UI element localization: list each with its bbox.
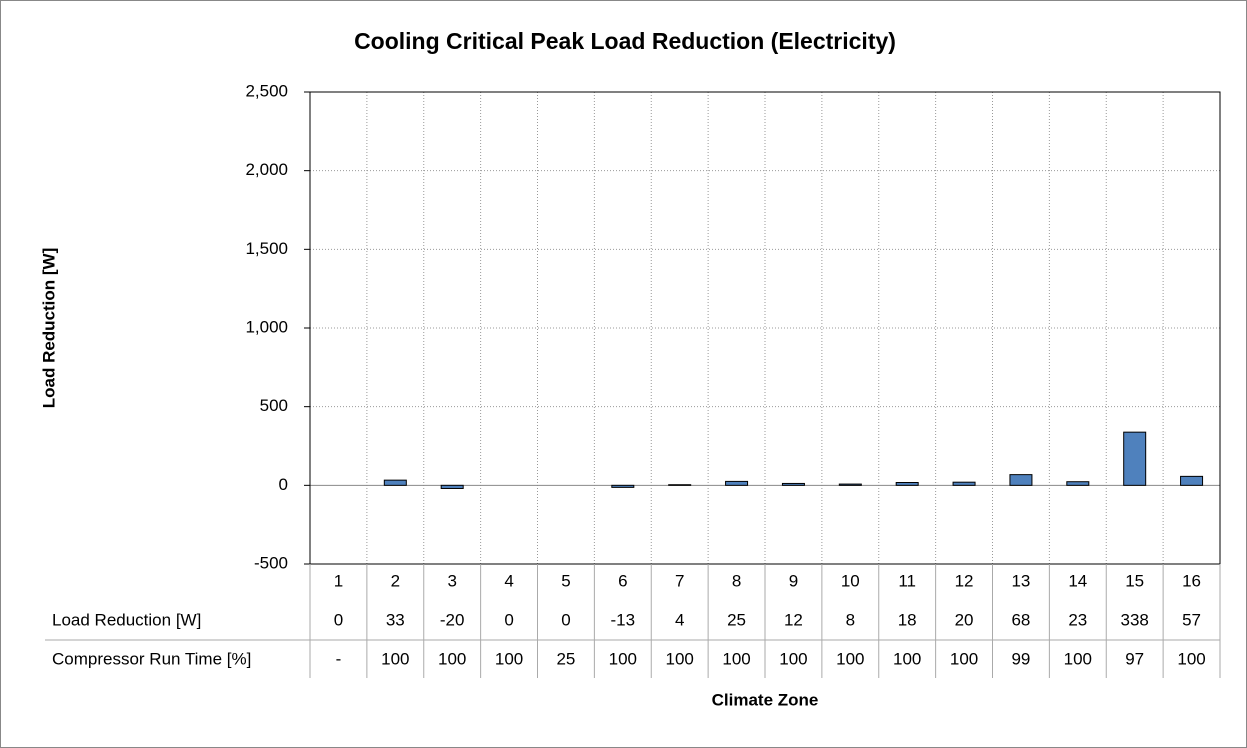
table-cell: 100 xyxy=(381,649,409,668)
table-row-label: Load Reduction [W] xyxy=(52,610,201,629)
table-row-label: Compressor Run Time [%] xyxy=(52,649,251,668)
x-tick-label: 5 xyxy=(561,571,570,590)
y-axis-label: Load Reduction [W] xyxy=(39,248,58,409)
bar xyxy=(1180,475,1204,486)
table-cell: 0 xyxy=(334,610,343,629)
table-cell: 18 xyxy=(898,610,917,629)
bar xyxy=(440,484,464,489)
table-cell: 100 xyxy=(779,649,807,668)
table-cell: 4 xyxy=(675,610,684,629)
table-cell: 23 xyxy=(1068,610,1087,629)
table-cell: 0 xyxy=(561,610,570,629)
x-tick-label: 16 xyxy=(1182,571,1201,590)
x-tick-label: 14 xyxy=(1068,571,1087,590)
x-tick-label: 7 xyxy=(675,571,684,590)
y-tick-label: 1,500 xyxy=(245,239,288,258)
y-tick-label: -500 xyxy=(254,553,288,572)
bar xyxy=(383,479,407,486)
table-cell: 100 xyxy=(1064,649,1092,668)
table-cell: 97 xyxy=(1125,649,1144,668)
table-cell: 20 xyxy=(955,610,974,629)
table-cell: -20 xyxy=(440,610,465,629)
y-tick-label: 2,500 xyxy=(245,81,288,100)
table-cell: 338 xyxy=(1121,610,1149,629)
table-cell: 12 xyxy=(784,610,803,629)
bar xyxy=(725,480,749,486)
table-cell: 100 xyxy=(722,649,750,668)
bar xyxy=(668,484,692,486)
x-tick-label: 15 xyxy=(1125,571,1144,590)
table-cell: 68 xyxy=(1011,610,1030,629)
y-tick-label: 500 xyxy=(260,396,288,415)
bar xyxy=(952,481,976,486)
table-cell: -13 xyxy=(611,610,636,629)
table-cell: 100 xyxy=(950,649,978,668)
bar xyxy=(838,483,862,486)
y-tick-label: 2,000 xyxy=(245,160,288,179)
bar xyxy=(1123,431,1147,486)
bar xyxy=(611,484,635,488)
table-cell: 100 xyxy=(438,649,466,668)
y-tick-label: 1,000 xyxy=(245,317,288,336)
table-cell: 0 xyxy=(504,610,513,629)
x-tick-label: 11 xyxy=(898,571,916,590)
table-cell: 100 xyxy=(609,649,637,668)
x-axis-label: Climate Zone xyxy=(712,690,819,709)
bar xyxy=(781,482,805,486)
table-cell: 100 xyxy=(1177,649,1205,668)
bar xyxy=(1066,481,1090,486)
x-tick-label: 10 xyxy=(841,571,860,590)
x-tick-label: 4 xyxy=(504,571,513,590)
table-cell: 100 xyxy=(893,649,921,668)
table-cell: 100 xyxy=(495,649,523,668)
x-tick-label: 6 xyxy=(618,571,627,590)
table-cell: 33 xyxy=(386,610,405,629)
plot-area xyxy=(310,92,1220,564)
table-cell: 25 xyxy=(727,610,746,629)
x-tick-label: 2 xyxy=(391,571,400,590)
x-tick-label: 1 xyxy=(334,571,343,590)
table-cell: 100 xyxy=(666,649,694,668)
chart-title: Cooling Critical Peak Load Reduction (El… xyxy=(354,28,896,54)
x-tick-label: 9 xyxy=(789,571,798,590)
table-cell: 25 xyxy=(556,649,575,668)
table-cell: 100 xyxy=(836,649,864,668)
bar xyxy=(1009,474,1033,486)
bar xyxy=(895,482,919,486)
table-cell: - xyxy=(336,649,342,668)
x-tick-label: 12 xyxy=(955,571,974,590)
table-cell: 57 xyxy=(1182,610,1201,629)
table-cell: 99 xyxy=(1011,649,1030,668)
y-tick-label: 0 xyxy=(279,475,288,494)
x-tick-label: 8 xyxy=(732,571,741,590)
x-tick-label: 13 xyxy=(1011,571,1030,590)
table-cell: 8 xyxy=(846,610,855,629)
x-tick-label: 3 xyxy=(447,571,456,590)
